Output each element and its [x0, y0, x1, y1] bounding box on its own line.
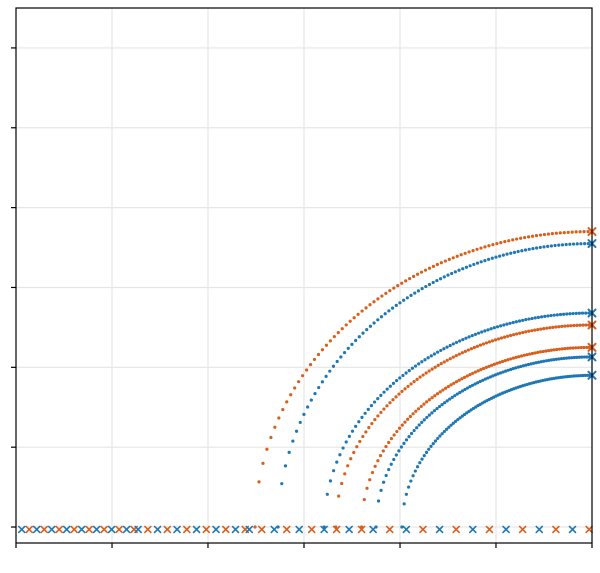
scatter-chart — [0, 0, 600, 573]
chart-container — [0, 0, 600, 573]
